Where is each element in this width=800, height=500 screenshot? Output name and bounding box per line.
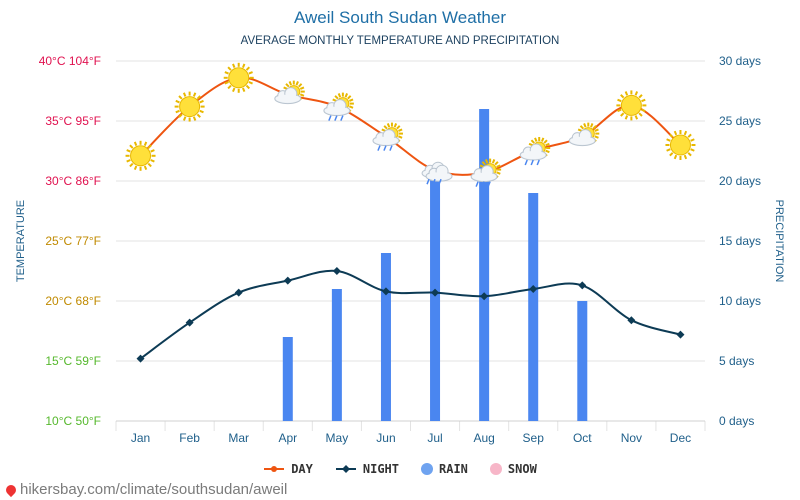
sun-cloud-rain-icon xyxy=(470,158,502,187)
legend-label-snow: SNOW xyxy=(507,462,537,476)
rain-bar xyxy=(282,337,293,421)
sun-icon xyxy=(125,140,156,171)
x-tick-label: Jun xyxy=(376,431,395,445)
x-tick-label: Jan xyxy=(131,431,150,445)
x-tick-label: Feb xyxy=(179,431,200,445)
source-url: hikersbay.com/climate/southsudan/aweil xyxy=(20,481,288,498)
night-point xyxy=(578,281,587,290)
y-axis-title-left: TEMPERATURE xyxy=(15,200,27,282)
left-tick-label: 35°C 95°F xyxy=(45,114,101,128)
night-point xyxy=(332,267,341,275)
night-point xyxy=(480,292,489,301)
legend-snow-dot-icon xyxy=(489,463,502,475)
left-tick-label: 10°C 50°F xyxy=(45,414,101,428)
night-point xyxy=(185,318,194,327)
x-tick-label: Nov xyxy=(621,431,642,445)
right-tick-label: 25 days xyxy=(719,114,761,128)
legend-label-day: DAY xyxy=(291,462,313,476)
x-tick-label: Jul xyxy=(427,431,442,445)
rain-bar xyxy=(528,193,539,421)
night-point xyxy=(431,288,440,297)
x-tick-label: Aug xyxy=(473,431,494,445)
day-series-line xyxy=(139,76,682,176)
x-tick-label: Apr xyxy=(278,431,297,445)
chart-title: Aweil South Sudan Weather xyxy=(293,8,506,27)
map-pin-icon xyxy=(3,482,19,497)
rain-bar xyxy=(380,253,391,421)
left-tick-label: 25°C 77°F xyxy=(45,234,101,248)
right-tick-label: 5 days xyxy=(719,354,754,368)
right-tick-label: 20 days xyxy=(719,174,761,188)
cloud-rain-icon xyxy=(421,161,453,185)
x-tick-label: Dec xyxy=(670,431,691,445)
night-series-line xyxy=(139,269,681,360)
night-point xyxy=(627,316,636,325)
night-point xyxy=(381,287,390,296)
night-point xyxy=(136,354,145,363)
chart-legend: DAY NIGHT RAIN SNOW xyxy=(0,462,800,476)
rain-bar xyxy=(577,301,588,421)
sun-icon xyxy=(616,90,647,121)
rain-bar xyxy=(331,289,342,421)
night-point xyxy=(234,288,243,297)
sun-cloud-icon xyxy=(568,122,600,147)
right-tick-label: 30 days xyxy=(719,54,761,68)
left-tick-label: 20°C 68°F xyxy=(45,294,101,308)
right-tick-label: 10 days xyxy=(719,294,761,308)
source-link[interactable]: hikersbay.com/climate/southsudan/aweil xyxy=(3,481,288,498)
right-tick-label: 15 days xyxy=(719,234,761,248)
left-tick-label: 30°C 86°F xyxy=(45,174,101,188)
sun-cloud-rain-icon xyxy=(519,137,551,166)
x-tick-label: Sep xyxy=(523,431,545,445)
left-tick-label: 40°C 104°F xyxy=(39,54,101,68)
legend-line-diamond-icon xyxy=(335,465,356,473)
sun-icon xyxy=(223,62,254,93)
sun-cloud-rain-icon xyxy=(372,122,403,151)
x-tick-label: Oct xyxy=(573,431,592,445)
legend-line-dot-icon xyxy=(264,466,285,472)
night-point xyxy=(283,276,292,285)
legend-label-rain: RAIN xyxy=(439,462,468,476)
legend-item-rain[interactable]: RAIN xyxy=(421,462,468,476)
legend-rain-dot-icon xyxy=(421,463,433,475)
y-axis-title-right: PRECIPITATION xyxy=(773,200,785,283)
right-tick-label: 0 days xyxy=(719,414,754,428)
sun-icon xyxy=(665,130,696,160)
legend-item-night[interactable]: NIGHT xyxy=(335,462,399,476)
sun-cloud-icon xyxy=(274,80,305,105)
x-tick-label: Mar xyxy=(228,431,249,445)
night-point xyxy=(529,285,538,293)
night-point xyxy=(676,330,685,339)
sun-icon xyxy=(174,91,205,122)
legend-label-night: NIGHT xyxy=(362,462,399,476)
chart-subtitle: AVERAGE MONTHLY TEMPERATURE AND PRECIPIT… xyxy=(240,35,560,47)
sun-cloud-rain-icon xyxy=(323,92,354,121)
legend-item-snow[interactable]: SNOW xyxy=(489,462,537,476)
legend-item-day[interactable]: DAY xyxy=(263,462,313,476)
left-tick-label: 15°C 59°F xyxy=(45,354,101,368)
rain-bar xyxy=(479,109,490,421)
x-tick-label: May xyxy=(326,431,349,445)
